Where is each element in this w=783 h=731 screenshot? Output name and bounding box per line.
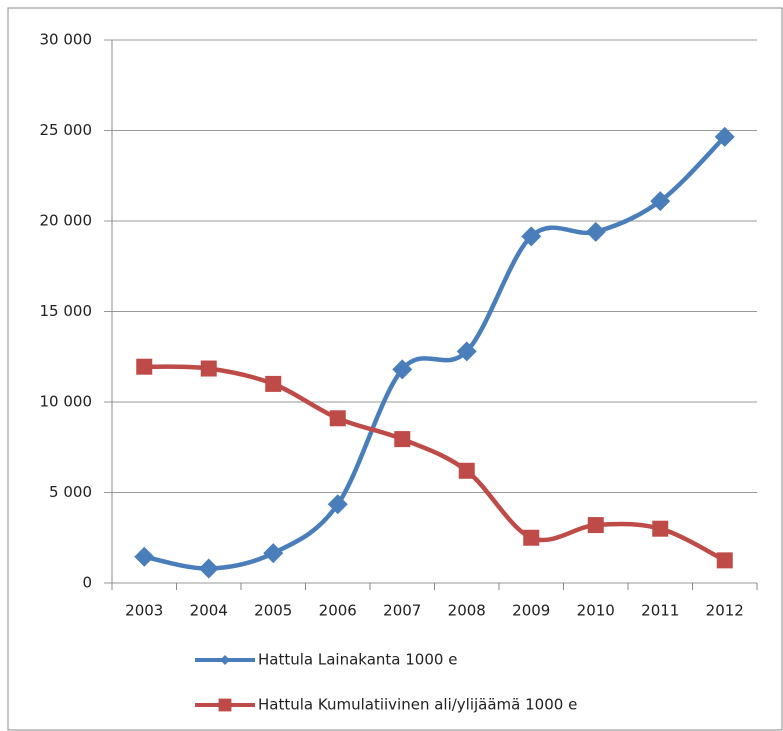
data-point	[200, 360, 217, 377]
data-point	[523, 529, 540, 546]
data-point	[136, 358, 153, 375]
data-point	[263, 543, 284, 564]
x-tick-label: 2005	[254, 602, 292, 620]
series-line	[143, 135, 727, 571]
data-point	[716, 552, 733, 569]
x-tick-label: 2006	[319, 602, 357, 620]
x-tick-label: 2003	[125, 602, 163, 620]
legend-marker	[218, 698, 232, 712]
y-tick-label: 25 000	[40, 121, 93, 139]
y-tick-label: 5 000	[49, 483, 92, 501]
legend-label: Hattula Lainakanta 1000 e	[258, 651, 457, 669]
y-tick-label: 10 000	[40, 393, 93, 411]
x-tick-label: 2012	[706, 602, 744, 620]
data-point	[714, 126, 735, 147]
data-point	[134, 546, 155, 567]
data-point	[587, 517, 604, 534]
data-point	[652, 520, 669, 537]
data-point	[458, 462, 475, 479]
x-tick-label: 2010	[577, 602, 615, 620]
x-tick-label: 2008	[448, 602, 486, 620]
data-point	[394, 431, 411, 448]
data-point	[198, 558, 219, 579]
series-line	[144, 364, 726, 563]
data-point	[585, 221, 606, 242]
data-point	[521, 226, 542, 247]
legend-marker	[220, 655, 230, 665]
data-point	[392, 359, 413, 380]
data-point	[265, 375, 282, 392]
data-point	[329, 410, 346, 427]
x-tick-label: 2004	[190, 602, 228, 620]
data-point	[456, 341, 477, 362]
data-point	[327, 494, 348, 515]
y-tick-label: 15 000	[40, 302, 93, 320]
legend-label: Hattula Kumulatiivinen ali/ylijäämä 1000…	[258, 696, 577, 714]
x-tick-label: 2007	[383, 602, 421, 620]
y-tick-label: 0	[82, 574, 92, 592]
data-point	[650, 191, 671, 212]
x-tick-label: 2011	[641, 602, 679, 620]
x-tick-label: 2009	[512, 602, 550, 620]
y-tick-label: 30 000	[40, 31, 93, 49]
y-tick-label: 20 000	[40, 212, 93, 230]
